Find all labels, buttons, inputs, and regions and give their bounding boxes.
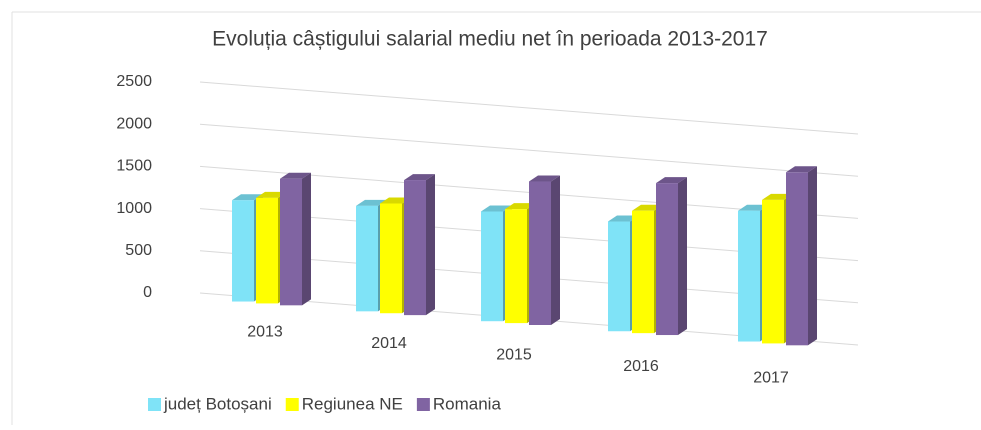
- bar-side: [678, 177, 687, 336]
- bar: [280, 178, 302, 306]
- bar-side: [426, 174, 435, 316]
- bar: [608, 221, 630, 332]
- bar-top: [529, 175, 560, 182]
- legend-swatch: [416, 398, 430, 411]
- y-tick-label: 1500: [116, 158, 152, 175]
- bar-side: [551, 175, 560, 325]
- bar: [529, 181, 551, 325]
- bar-side: [302, 172, 311, 306]
- bar-top: [762, 193, 793, 200]
- bar-top: [404, 174, 435, 181]
- bar: [762, 199, 784, 344]
- legend-label: Romania: [433, 394, 502, 413]
- x-tick-label: 2017: [753, 370, 789, 387]
- y-tick-label: 2500: [116, 73, 152, 90]
- x-tick-label: 2014: [371, 335, 407, 352]
- bar-top: [356, 199, 387, 206]
- grid-line: [199, 123, 859, 177]
- x-tick-label: 2015: [496, 346, 532, 363]
- bar: [481, 211, 503, 322]
- bar: [404, 180, 426, 316]
- bar-top: [656, 177, 687, 184]
- legend-label: județ Botoșani: [163, 394, 272, 413]
- bar: [256, 197, 278, 304]
- bar: [505, 209, 527, 324]
- x-tick-label: 2013: [247, 324, 283, 341]
- bar-top: [280, 172, 311, 179]
- bar-top: [232, 194, 263, 201]
- bar-top: [608, 215, 639, 222]
- bar-top: [738, 204, 769, 211]
- y-tick-label: 0: [143, 284, 152, 301]
- chart-title: Evoluția câștigului salarial mediu net î…: [212, 28, 768, 51]
- bar: [380, 203, 402, 314]
- bar-top: [632, 204, 663, 211]
- bar: [786, 172, 808, 346]
- y-tick-label: 500: [125, 242, 152, 259]
- bar-top: [380, 197, 411, 204]
- y-tick-label: 1000: [116, 200, 152, 217]
- grid-line: [199, 81, 859, 135]
- bar-side: [808, 166, 817, 346]
- legend-swatch: [285, 398, 299, 411]
- x-tick-label: 2016: [623, 358, 659, 375]
- bar: [632, 210, 654, 334]
- y-tick-label: 2000: [116, 115, 152, 132]
- legend-label: Regiunea NE: [302, 394, 403, 413]
- bar-top: [481, 205, 512, 212]
- bar: [232, 200, 254, 302]
- legend-swatch: [148, 398, 161, 411]
- bar-top: [256, 191, 287, 198]
- bar: [356, 205, 378, 312]
- bar-top: [505, 203, 536, 210]
- bar: [656, 183, 678, 336]
- bar: [738, 210, 760, 342]
- bar-top: [786, 166, 817, 173]
